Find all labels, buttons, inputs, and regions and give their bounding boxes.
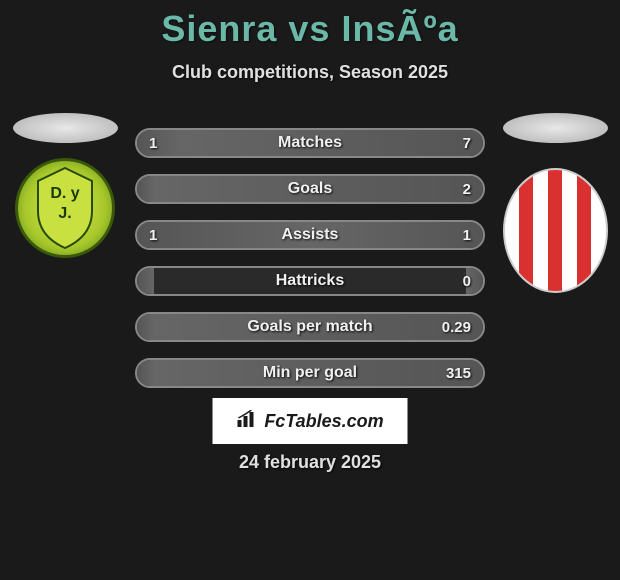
chart-icon [236,410,258,433]
right-club-badge [503,168,608,293]
stat-label: Assists [137,222,483,248]
page-subtitle: Club competitions, Season 2025 [0,62,620,83]
stat-value-right: 2 [463,176,471,202]
stat-row-min-per-goal: Min per goal 315 [135,358,485,388]
stat-value-right: 7 [463,130,471,156]
stripe [519,170,533,291]
stat-row-matches: 1 Matches 7 [135,128,485,158]
stat-row-goals: Goals 2 [135,174,485,204]
stripe [562,170,576,291]
player-right-column [495,113,615,293]
stripe [505,170,519,291]
stripe [591,170,605,291]
player-left-column: D. y J. [5,113,125,258]
watermark: FcTables.com [213,398,408,444]
stat-value-right: 0 [463,268,471,294]
badge-text-bottom: J. [58,205,71,222]
badge-text-top: D. y [50,185,79,202]
stat-row-goals-per-match: Goals per match 0.29 [135,312,485,342]
stat-row-hattricks: Hattricks 0 [135,266,485,296]
date-label: 24 february 2025 [0,452,620,473]
watermark-text: FcTables.com [264,411,383,432]
stat-label: Goals per match [137,314,483,340]
stat-value-right: 1 [463,222,471,248]
stat-row-assists: 1 Assists 1 [135,220,485,250]
stripe [548,170,562,291]
stripe [533,170,547,291]
stat-label: Hattricks [137,268,483,294]
page-title: Sienra vs InsÃºa [0,8,620,50]
stats-list: 1 Matches 7 Goals 2 1 Assists 1 Hattrick… [135,128,485,404]
header: Sienra vs InsÃºa Club competitions, Seas… [0,0,620,83]
stat-value-right: 315 [446,360,471,386]
stat-label: Goals [137,176,483,202]
stat-label: Min per goal [137,360,483,386]
comparison-area: D. y J. 1 Matches 7 [0,113,620,403]
player-right-silhouette [503,113,608,143]
left-badge-inner: D. y J. [30,166,100,251]
stat-value-right: 0.29 [442,314,471,340]
player-left-silhouette [13,113,118,143]
stripe [577,170,591,291]
stat-label: Matches [137,130,483,156]
left-club-badge: D. y J. [15,158,115,258]
